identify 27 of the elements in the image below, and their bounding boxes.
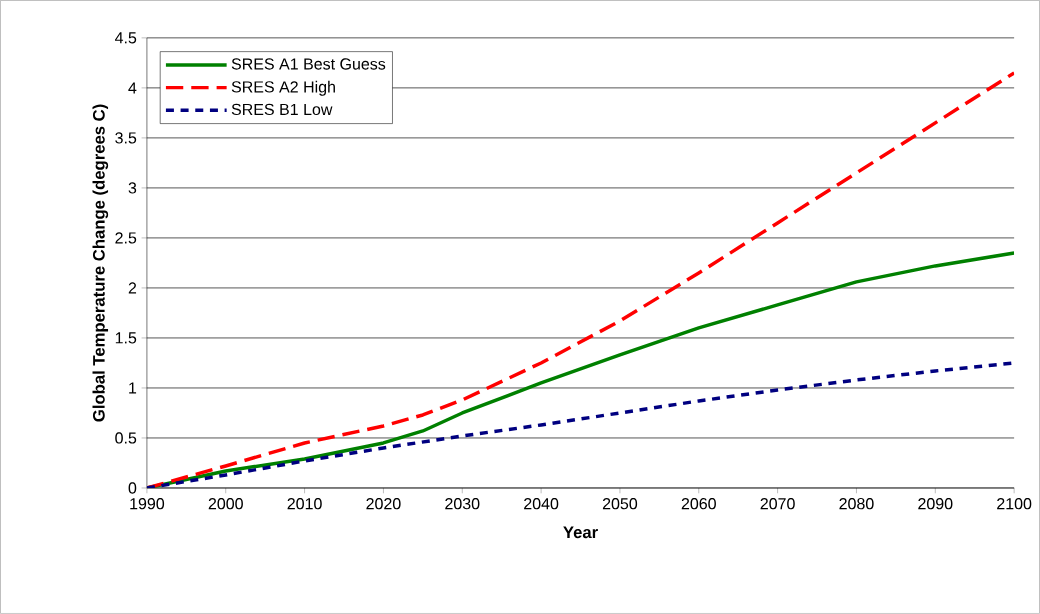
x-tick-label: 1990 [130, 498, 165, 510]
x-tick-label: 2030 [445, 498, 480, 510]
x-tick-label: 2100 [997, 498, 1032, 510]
legend-label: SRES A2 High [231, 80, 335, 96]
y-tick-label: 1 [129, 382, 137, 394]
x-tick-label: 2020 [366, 498, 401, 510]
y-tick-label: 2.5 [115, 232, 137, 244]
y-axis-title: Global Temperature Change (degrees C) [92, 104, 109, 422]
x-tick-label: 2080 [839, 498, 874, 510]
y-tick-label: 2 [128, 282, 137, 294]
x-tick-label: 2050 [602, 498, 638, 510]
y-tick-label: 0.5 [115, 432, 137, 444]
x-tick-label: 2010 [287, 498, 322, 510]
y-tick-label: 3 [128, 182, 137, 194]
x-tick-label: 2040 [524, 498, 559, 510]
y-tick-label: 1.5 [115, 332, 137, 344]
y-tick-label: 3.5 [115, 132, 137, 144]
x-tick-label: 2090 [918, 498, 953, 510]
x-tick-label: 2070 [760, 498, 795, 510]
y-tick-label: 4 [128, 82, 137, 94]
legend-label: SRES B1 Low [231, 103, 333, 116]
y-tick-label: 0 [128, 482, 137, 494]
y-tick-label: 4.5 [115, 32, 137, 44]
x-tick-label: 2000 [208, 498, 243, 510]
x-axis-title: Year [563, 526, 598, 539]
x-tick-label: 2060 [681, 498, 716, 510]
legend-label: SRES A1 Best Guess [231, 58, 386, 70]
